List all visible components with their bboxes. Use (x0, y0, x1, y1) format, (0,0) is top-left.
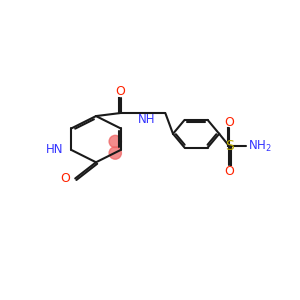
Circle shape (109, 147, 122, 159)
Circle shape (109, 135, 122, 148)
Text: O: O (224, 165, 234, 178)
Text: O: O (224, 116, 234, 129)
Text: O: O (61, 172, 70, 185)
Text: O: O (116, 85, 126, 98)
Text: NH$_2$: NH$_2$ (248, 139, 272, 154)
Text: NH: NH (138, 113, 156, 126)
Text: HN: HN (46, 143, 64, 157)
Text: S: S (225, 139, 234, 153)
